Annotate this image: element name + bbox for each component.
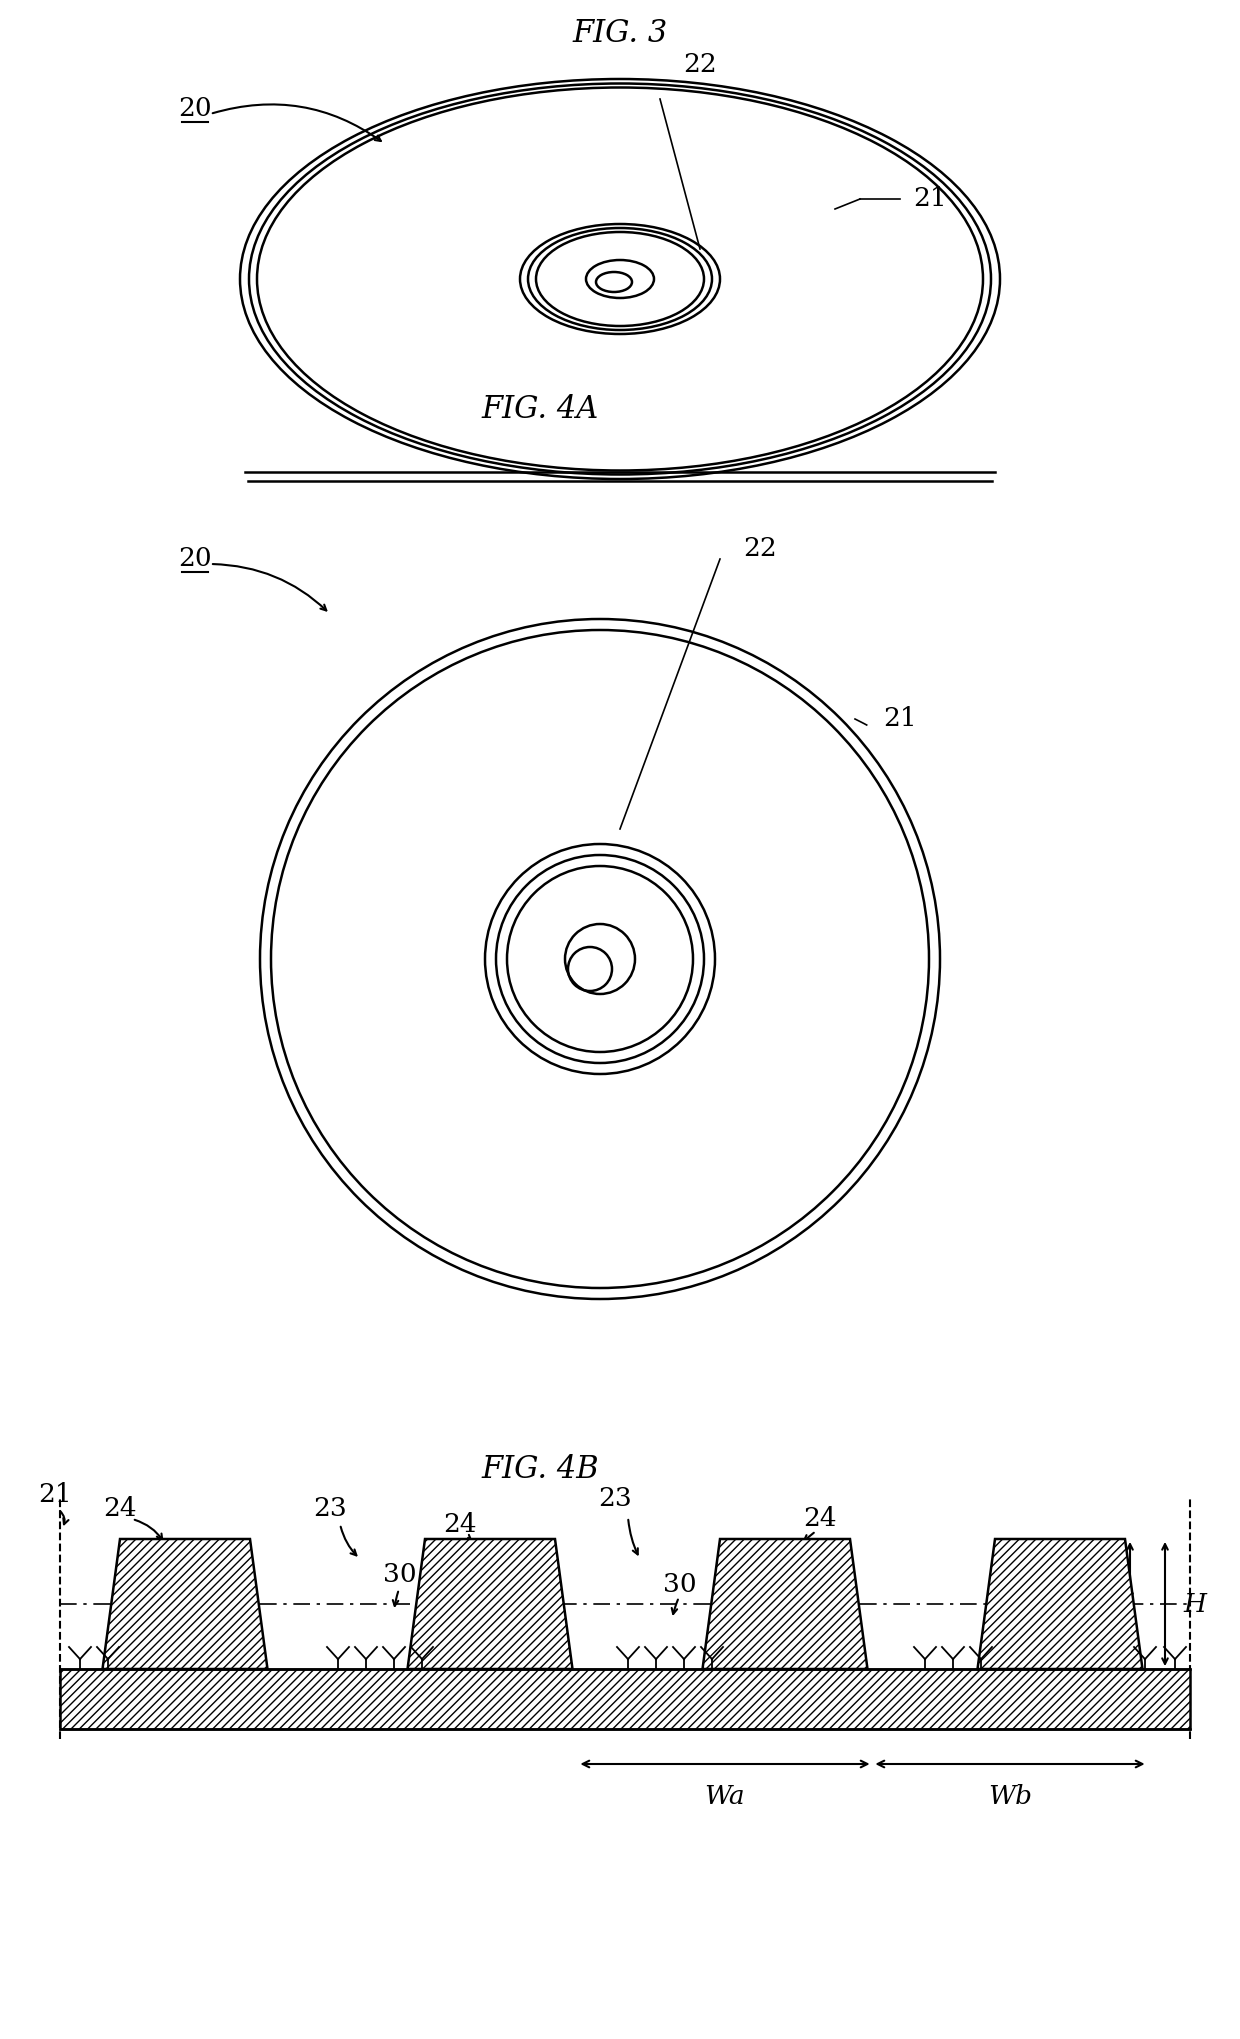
Text: Wb: Wb xyxy=(988,1784,1032,1809)
Text: 23: 23 xyxy=(598,1486,632,1511)
Text: 24: 24 xyxy=(103,1497,136,1521)
Text: 24: 24 xyxy=(804,1507,837,1531)
Text: 23: 23 xyxy=(314,1497,347,1521)
Polygon shape xyxy=(977,1539,1142,1670)
Text: 30: 30 xyxy=(383,1562,417,1586)
Polygon shape xyxy=(703,1539,868,1670)
Text: 30: 30 xyxy=(663,1572,697,1597)
Text: 24: 24 xyxy=(443,1511,477,1537)
Text: 22: 22 xyxy=(683,51,717,77)
Text: 20: 20 xyxy=(179,96,212,122)
Text: FIG. 4B: FIG. 4B xyxy=(481,1454,599,1484)
Text: Wa: Wa xyxy=(704,1784,745,1809)
Text: 21: 21 xyxy=(913,186,947,212)
Text: FIG. 3: FIG. 3 xyxy=(573,18,667,49)
Polygon shape xyxy=(103,1539,268,1670)
Text: FIG. 4A: FIG. 4A xyxy=(481,394,599,424)
Text: H/2: H/2 xyxy=(1079,1558,1125,1580)
Polygon shape xyxy=(408,1539,573,1670)
Text: H: H xyxy=(1183,1592,1207,1617)
Text: 21: 21 xyxy=(38,1482,72,1507)
Bar xyxy=(60,1670,1190,1729)
Text: 21: 21 xyxy=(883,705,916,732)
Text: 22: 22 xyxy=(743,536,777,561)
Text: 20: 20 xyxy=(179,546,212,571)
Bar xyxy=(60,1670,1190,1729)
